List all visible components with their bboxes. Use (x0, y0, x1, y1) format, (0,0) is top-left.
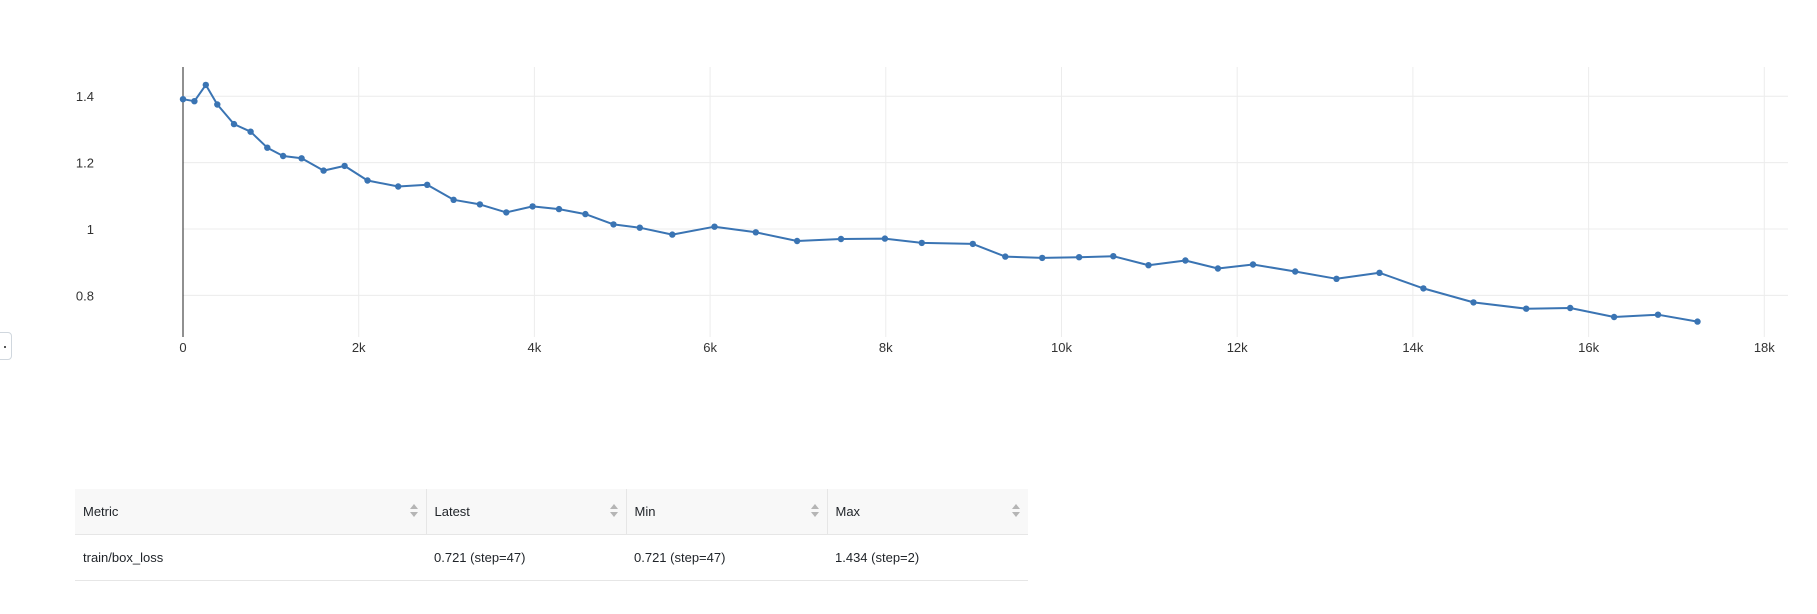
cell-metric: train/box_loss (75, 534, 426, 581)
x-tick-label: 16k (1578, 340, 1599, 355)
data-point[interactable] (529, 203, 536, 210)
grid (183, 67, 1788, 337)
axes: 0 2k 4k 6k 8k 10k 12k 14k 16k 18k 0.8 1 1.2 1.4 (76, 67, 1775, 355)
side-panel-toggle[interactable] (0, 332, 12, 360)
data-point[interactable] (247, 128, 254, 135)
data-point[interactable] (191, 98, 198, 105)
y-tick-label: 1 (87, 222, 94, 237)
data-point[interactable] (1249, 261, 1257, 268)
table-header-row: Metric Latest Min Max (75, 489, 1028, 535)
data-point[interactable] (364, 177, 371, 184)
x-tick-label: 12k (1227, 340, 1248, 355)
data-point[interactable] (711, 223, 718, 230)
cell-min: 0.721 (step=47) (626, 534, 827, 581)
cell-max: 1.434 (step=2) (827, 534, 1028, 581)
series-points (179, 81, 1701, 325)
column-header-metric[interactable]: Metric (75, 489, 426, 535)
x-tick-label: 10k (1051, 340, 1072, 355)
data-point[interactable] (503, 209, 510, 216)
y-tick-label: 0.8 (76, 288, 94, 303)
y-tick-label: 1.4 (76, 89, 94, 104)
sort-icon[interactable] (609, 504, 618, 518)
data-point[interactable] (1610, 313, 1618, 321)
data-point[interactable] (1654, 311, 1662, 318)
data-point[interactable] (1145, 262, 1152, 269)
data-point[interactable] (636, 224, 643, 231)
data-point[interactable] (918, 239, 925, 247)
data-point[interactable] (279, 152, 287, 160)
sort-icon[interactable] (409, 504, 418, 518)
data-point[interactable] (450, 196, 457, 203)
column-header-min[interactable]: Min (625, 489, 827, 535)
data-point[interactable] (582, 210, 589, 218)
x-tick-label: 18k (1754, 340, 1775, 355)
data-point[interactable] (202, 81, 209, 89)
data-point[interactable] (298, 155, 305, 162)
x-tick-label: 2k (352, 340, 366, 355)
metrics-table: Metric Latest Min Max train/box (75, 489, 1028, 581)
column-header-label: Latest (434, 504, 470, 519)
column-header-label: Metric (83, 504, 119, 519)
data-point[interactable] (1333, 275, 1340, 282)
x-tick-label: 4k (528, 340, 542, 355)
data-point[interactable] (1420, 285, 1427, 292)
data-point[interactable] (793, 237, 801, 245)
data-point[interactable] (214, 101, 221, 108)
data-point[interactable] (424, 181, 431, 188)
data-point[interactable] (1567, 304, 1574, 312)
data-point[interactable] (1002, 253, 1009, 260)
x-tick-label: 6k (703, 340, 717, 355)
data-point[interactable] (395, 183, 402, 190)
data-point[interactable] (1039, 254, 1046, 262)
x-tick-label: 8k (879, 340, 893, 355)
series-line-group (182, 83, 1698, 323)
table-row[interactable]: train/box_loss 0.721 (step=47) 0.721 (st… (75, 534, 1028, 581)
data-point[interactable] (1523, 305, 1530, 312)
cell-latest: 0.721 (step=47) (426, 534, 626, 581)
data-point[interactable] (1694, 318, 1701, 325)
column-header-latest[interactable]: Latest (425, 489, 626, 535)
series-line (182, 83, 1698, 323)
data-point[interactable] (1376, 269, 1383, 276)
column-header-max[interactable]: Max (826, 489, 1028, 535)
x-tick-label: 14k (1402, 340, 1423, 355)
sort-icon[interactable] (810, 504, 819, 518)
sort-icon[interactable] (1012, 504, 1020, 518)
column-header-label: Max (835, 504, 861, 519)
x-tick-label: 0 (179, 340, 186, 355)
data-point[interactable] (969, 240, 976, 248)
data-point[interactable] (1110, 253, 1117, 260)
data-point[interactable] (669, 231, 676, 238)
data-point[interactable] (1470, 299, 1477, 306)
line-chart: 0 2k 4k 6k 8k 10k 12k 14k 16k 18k 0.8 1 1.2 1.4 (76, 67, 1788, 355)
data-point[interactable] (264, 144, 271, 151)
data-point[interactable] (476, 201, 484, 208)
data-point[interactable] (179, 96, 187, 103)
data-point[interactable] (1075, 254, 1083, 261)
data-point[interactable] (555, 205, 563, 213)
data-point[interactable] (230, 120, 238, 128)
data-point[interactable] (341, 162, 348, 170)
y-tick-label: 1.2 (76, 156, 94, 171)
data-point[interactable] (320, 167, 327, 174)
data-point[interactable] (610, 221, 617, 228)
data-point[interactable] (1292, 268, 1299, 275)
data-point[interactable] (881, 235, 889, 242)
column-header-label: Min (634, 504, 656, 519)
data-point[interactable] (1182, 257, 1189, 264)
data-point[interactable] (1214, 265, 1222, 272)
data-point[interactable] (752, 229, 759, 236)
data-point[interactable] (837, 235, 845, 243)
